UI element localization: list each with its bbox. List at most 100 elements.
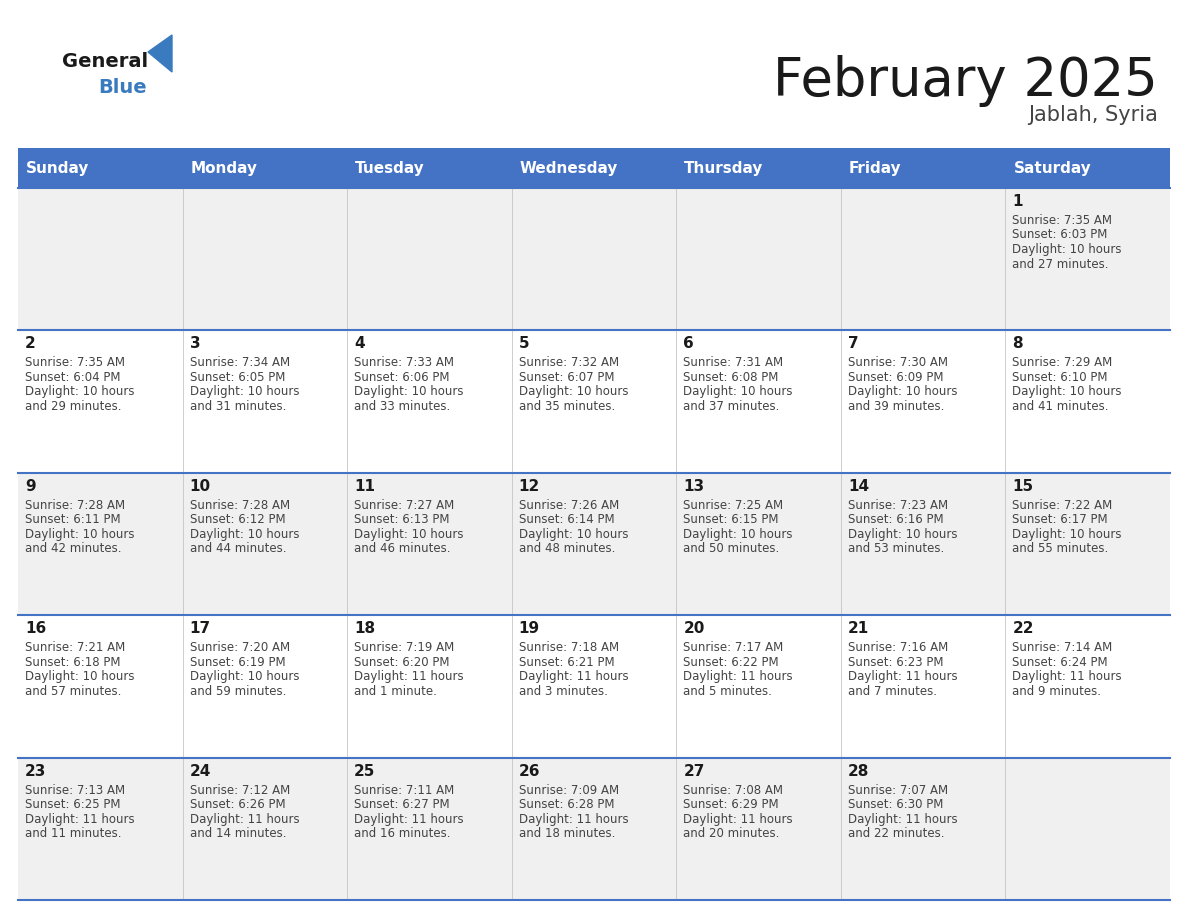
Text: Daylight: 10 hours: Daylight: 10 hours	[848, 386, 958, 398]
Text: Sunset: 6:04 PM: Sunset: 6:04 PM	[25, 371, 120, 384]
Text: Daylight: 10 hours: Daylight: 10 hours	[354, 386, 463, 398]
Text: and 41 minutes.: and 41 minutes.	[1012, 400, 1108, 413]
Text: Sunset: 6:06 PM: Sunset: 6:06 PM	[354, 371, 449, 384]
Text: Daylight: 10 hours: Daylight: 10 hours	[1012, 243, 1121, 256]
Text: Daylight: 10 hours: Daylight: 10 hours	[683, 528, 792, 541]
Text: Sunrise: 7:07 AM: Sunrise: 7:07 AM	[848, 784, 948, 797]
Text: 18: 18	[354, 621, 375, 636]
Text: Sunset: 6:17 PM: Sunset: 6:17 PM	[1012, 513, 1108, 526]
Text: Sunrise: 7:35 AM: Sunrise: 7:35 AM	[25, 356, 125, 369]
Text: February 2025: February 2025	[773, 55, 1158, 107]
Text: Sunset: 6:18 PM: Sunset: 6:18 PM	[25, 655, 120, 668]
Text: Blue: Blue	[97, 78, 146, 97]
Text: Sunrise: 7:32 AM: Sunrise: 7:32 AM	[519, 356, 619, 369]
Text: Daylight: 10 hours: Daylight: 10 hours	[519, 386, 628, 398]
Text: Sunset: 6:23 PM: Sunset: 6:23 PM	[848, 655, 943, 668]
Text: and 46 minutes.: and 46 minutes.	[354, 543, 450, 555]
Text: and 33 minutes.: and 33 minutes.	[354, 400, 450, 413]
Text: and 14 minutes.: and 14 minutes.	[190, 827, 286, 840]
Text: Sunset: 6:15 PM: Sunset: 6:15 PM	[683, 513, 779, 526]
Text: Sunset: 6:21 PM: Sunset: 6:21 PM	[519, 655, 614, 668]
Text: Sunrise: 7:22 AM: Sunrise: 7:22 AM	[1012, 498, 1113, 512]
Text: 4: 4	[354, 336, 365, 352]
Text: Daylight: 11 hours: Daylight: 11 hours	[519, 670, 628, 683]
Text: Daylight: 10 hours: Daylight: 10 hours	[1012, 528, 1121, 541]
Text: and 48 minutes.: and 48 minutes.	[519, 543, 615, 555]
Text: and 31 minutes.: and 31 minutes.	[190, 400, 286, 413]
Text: Sunrise: 7:13 AM: Sunrise: 7:13 AM	[25, 784, 125, 797]
Text: Monday: Monday	[190, 161, 258, 175]
Text: Sunrise: 7:11 AM: Sunrise: 7:11 AM	[354, 784, 454, 797]
Text: Sunrise: 7:14 AM: Sunrise: 7:14 AM	[1012, 641, 1113, 655]
Text: Sunrise: 7:29 AM: Sunrise: 7:29 AM	[1012, 356, 1113, 369]
Text: Thursday: Thursday	[684, 161, 764, 175]
Text: General: General	[62, 52, 148, 71]
Text: and 7 minutes.: and 7 minutes.	[848, 685, 937, 698]
Polygon shape	[148, 35, 172, 72]
Text: Sunrise: 7:25 AM: Sunrise: 7:25 AM	[683, 498, 783, 512]
Text: Sunrise: 7:28 AM: Sunrise: 7:28 AM	[25, 498, 125, 512]
Text: Sunrise: 7:17 AM: Sunrise: 7:17 AM	[683, 641, 784, 655]
Text: and 16 minutes.: and 16 minutes.	[354, 827, 450, 840]
Text: Sunset: 6:09 PM: Sunset: 6:09 PM	[848, 371, 943, 384]
Text: 27: 27	[683, 764, 704, 778]
Text: 7: 7	[848, 336, 859, 352]
Text: Daylight: 10 hours: Daylight: 10 hours	[190, 670, 299, 683]
Text: and 55 minutes.: and 55 minutes.	[1012, 543, 1108, 555]
Text: Daylight: 11 hours: Daylight: 11 hours	[1012, 670, 1121, 683]
Text: Sunrise: 7:27 AM: Sunrise: 7:27 AM	[354, 498, 454, 512]
Bar	[18, 757, 1170, 900]
Text: Sunset: 6:13 PM: Sunset: 6:13 PM	[354, 513, 449, 526]
Text: Daylight: 11 hours: Daylight: 11 hours	[190, 812, 299, 825]
Text: Daylight: 10 hours: Daylight: 10 hours	[25, 670, 134, 683]
Text: Sunset: 6:26 PM: Sunset: 6:26 PM	[190, 798, 285, 812]
Text: Sunset: 6:25 PM: Sunset: 6:25 PM	[25, 798, 120, 812]
Text: 24: 24	[190, 764, 211, 778]
Text: Jablah, Syria: Jablah, Syria	[1028, 105, 1158, 125]
Text: and 11 minutes.: and 11 minutes.	[25, 827, 121, 840]
Text: Daylight: 11 hours: Daylight: 11 hours	[25, 812, 134, 825]
Text: Daylight: 10 hours: Daylight: 10 hours	[25, 528, 134, 541]
Text: Daylight: 10 hours: Daylight: 10 hours	[848, 528, 958, 541]
Text: Sunday: Sunday	[26, 161, 89, 175]
Text: Sunrise: 7:09 AM: Sunrise: 7:09 AM	[519, 784, 619, 797]
Text: Sunset: 6:03 PM: Sunset: 6:03 PM	[1012, 229, 1107, 241]
Text: Sunrise: 7:19 AM: Sunrise: 7:19 AM	[354, 641, 454, 655]
Text: and 57 minutes.: and 57 minutes.	[25, 685, 121, 698]
Text: 23: 23	[25, 764, 46, 778]
Text: Sunrise: 7:12 AM: Sunrise: 7:12 AM	[190, 784, 290, 797]
Text: 1: 1	[1012, 194, 1023, 209]
Text: Sunrise: 7:26 AM: Sunrise: 7:26 AM	[519, 498, 619, 512]
Text: Sunset: 6:20 PM: Sunset: 6:20 PM	[354, 655, 449, 668]
Text: 9: 9	[25, 479, 36, 494]
Text: Sunset: 6:24 PM: Sunset: 6:24 PM	[1012, 655, 1108, 668]
Text: Daylight: 11 hours: Daylight: 11 hours	[683, 812, 792, 825]
Text: and 44 minutes.: and 44 minutes.	[190, 543, 286, 555]
Bar	[18, 188, 1170, 330]
Text: 26: 26	[519, 764, 541, 778]
Text: Daylight: 11 hours: Daylight: 11 hours	[519, 812, 628, 825]
Text: 20: 20	[683, 621, 704, 636]
Text: and 50 minutes.: and 50 minutes.	[683, 543, 779, 555]
Text: Sunset: 6:28 PM: Sunset: 6:28 PM	[519, 798, 614, 812]
Text: 13: 13	[683, 479, 704, 494]
Text: Sunset: 6:07 PM: Sunset: 6:07 PM	[519, 371, 614, 384]
Text: 25: 25	[354, 764, 375, 778]
Text: Sunset: 6:27 PM: Sunset: 6:27 PM	[354, 798, 450, 812]
Bar	[18, 148, 1170, 188]
Text: 11: 11	[354, 479, 375, 494]
Text: 15: 15	[1012, 479, 1034, 494]
Text: 19: 19	[519, 621, 539, 636]
Text: 16: 16	[25, 621, 46, 636]
Text: Sunset: 6:12 PM: Sunset: 6:12 PM	[190, 513, 285, 526]
Text: Sunrise: 7:28 AM: Sunrise: 7:28 AM	[190, 498, 290, 512]
Text: 21: 21	[848, 621, 870, 636]
Text: 3: 3	[190, 336, 201, 352]
Text: Sunrise: 7:35 AM: Sunrise: 7:35 AM	[1012, 214, 1112, 227]
Text: Friday: Friday	[849, 161, 902, 175]
Text: and 20 minutes.: and 20 minutes.	[683, 827, 779, 840]
Text: Sunrise: 7:30 AM: Sunrise: 7:30 AM	[848, 356, 948, 369]
Text: Sunset: 6:10 PM: Sunset: 6:10 PM	[1012, 371, 1108, 384]
Text: Sunrise: 7:21 AM: Sunrise: 7:21 AM	[25, 641, 125, 655]
Text: and 35 minutes.: and 35 minutes.	[519, 400, 615, 413]
